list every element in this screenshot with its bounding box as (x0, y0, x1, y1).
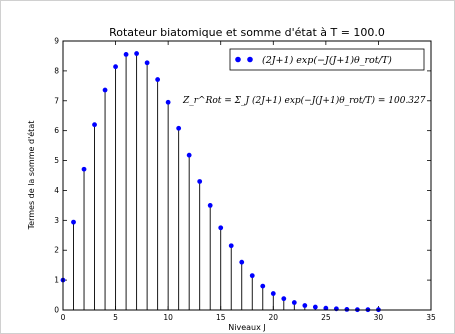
data-point (291, 300, 297, 305)
y-axis-label: Termes de la somme d'état (26, 121, 36, 231)
x-tick-label: 0 (61, 313, 66, 322)
data-point (102, 87, 108, 93)
data-point (144, 60, 150, 66)
y-tick-label: 0 (54, 306, 59, 315)
data-point (165, 99, 171, 105)
x-tick-label: 15 (216, 313, 226, 322)
x-tick-label: 30 (374, 313, 384, 322)
y-tick-label: 3 (54, 216, 59, 225)
annotation-formula: Z_r^Rot = Σ_J (2J+1) exp(−J(J+1)θ_rot/T)… (182, 95, 426, 106)
data-point (228, 243, 234, 249)
data-point (197, 179, 203, 184)
data-point (71, 219, 76, 225)
legend: (2J+1) exp(−J(J+1)θ_rot/T) (229, 48, 425, 71)
data-point (92, 122, 97, 128)
y-tick-label: 1 (54, 276, 59, 285)
legend-series-label: (2J+1) exp(−J(J+1)θ_rot/T) (262, 55, 392, 66)
data-point (186, 152, 192, 158)
plot-area (63, 41, 431, 310)
chart-title: Rotateur biatomique et somme d'état à T … (109, 26, 385, 39)
y-tick-label: 9 (54, 37, 59, 46)
y-tick-label: 7 (54, 96, 59, 105)
data-point (260, 283, 266, 289)
x-tick-label: 35 (426, 313, 436, 322)
data-point (312, 304, 318, 310)
data-point (344, 307, 350, 312)
data-point (249, 273, 255, 279)
data-point (123, 52, 129, 57)
data-point (323, 305, 329, 311)
data-point (81, 166, 87, 172)
x-axis-label: Niveaux J (228, 323, 265, 332)
y-tick-label: 5 (54, 156, 59, 165)
x-tick-label: 20 (269, 313, 279, 322)
data-point (239, 259, 245, 265)
data-point (270, 291, 276, 296)
x-tick-label: 10 (163, 313, 173, 322)
x-tick-label: 5 (113, 313, 118, 322)
y-tick-label: 2 (54, 246, 59, 255)
data-point (176, 125, 182, 131)
y-tick-label: 6 (54, 126, 59, 135)
y-tick-label: 4 (54, 186, 59, 195)
data-point (207, 202, 213, 208)
legend-marker-2 (247, 56, 253, 63)
plot-border (62, 40, 432, 311)
data-point (155, 77, 161, 82)
legend-box (229, 48, 425, 71)
data-point (281, 296, 287, 302)
stem-lines (62, 53, 379, 310)
data-point (113, 64, 118, 70)
legend-marker-1 (235, 56, 241, 63)
y-tick-label: 8 (54, 66, 59, 75)
data-point (134, 51, 140, 56)
data-point (302, 303, 308, 308)
data-point (218, 225, 224, 231)
x-tick-label: 25 (321, 313, 331, 322)
